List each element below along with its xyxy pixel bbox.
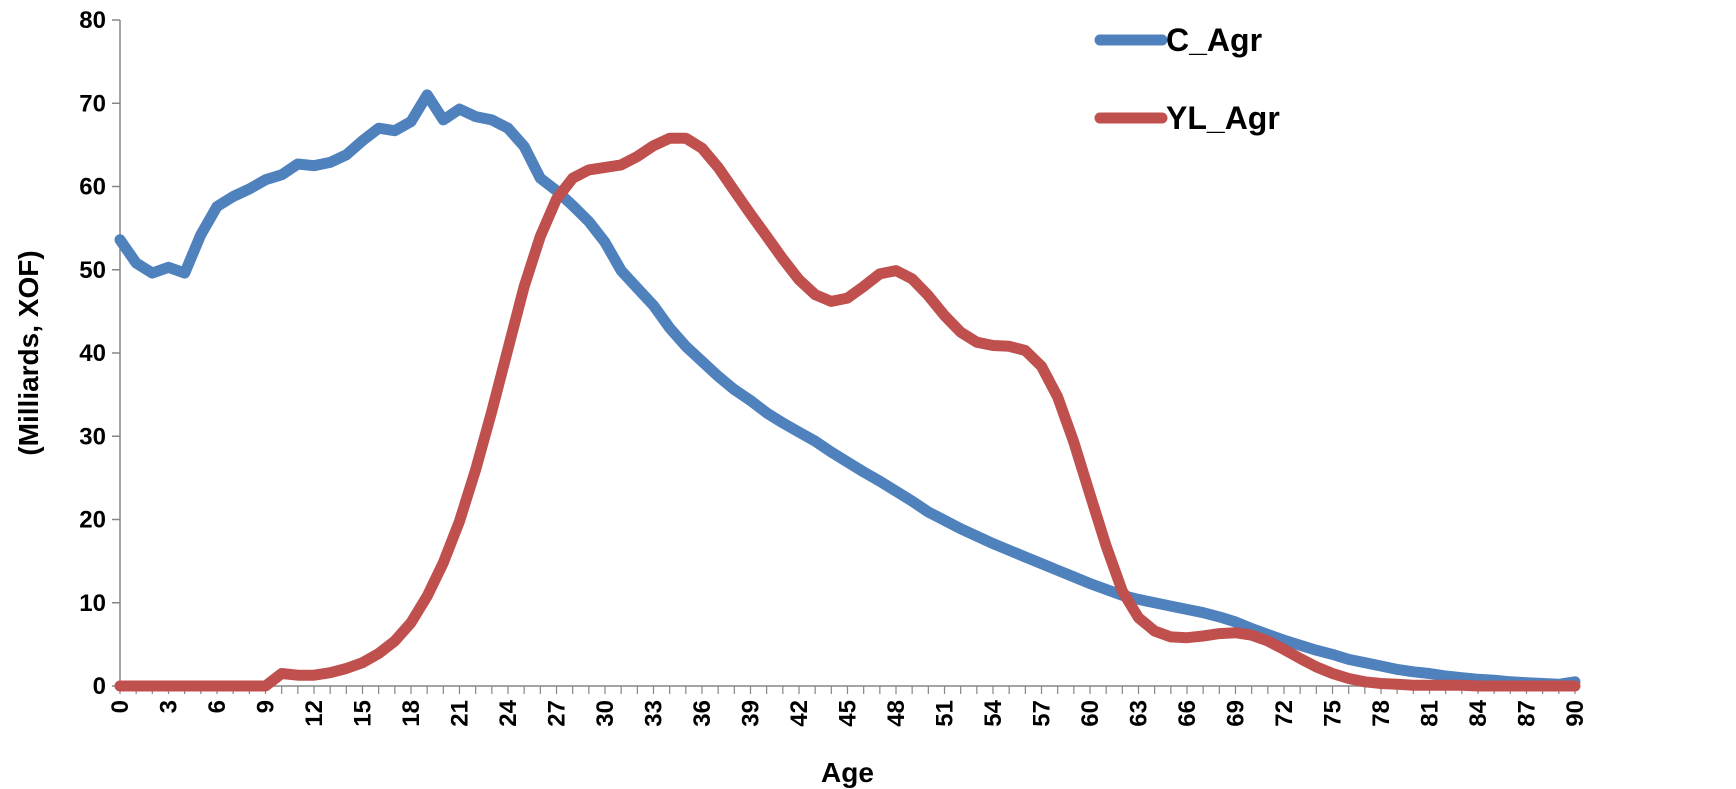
x-axis: 0 3 6 9 12 15 18 21 24 27 30 33 36 39 42 45 48 51 54 57 60 63…: [107, 685, 1589, 727]
x-tick-label: 48: [883, 700, 910, 727]
x-tick-label: 21: [447, 700, 474, 727]
x-tick-label: 81: [1417, 700, 1444, 727]
x-tick-label: 66: [1174, 700, 1201, 727]
x-tick-label: 33: [641, 700, 668, 727]
y-tick-label: 20: [79, 507, 106, 534]
y-axis-title: (Milliards, XOF): [13, 250, 44, 455]
x-tick-label: 6: [204, 700, 231, 713]
x-tick-label: 51: [932, 700, 959, 727]
x-tick-label: 63: [1126, 700, 1153, 727]
series-line-yl-agr: [114, 132, 1581, 692]
x-tick-label: 75: [1320, 700, 1347, 727]
x-tick-label: 30: [592, 700, 619, 727]
x-tick-label: 78: [1368, 700, 1395, 727]
x-tick-label: 90: [1562, 700, 1589, 727]
y-tick-label: 60: [79, 174, 106, 201]
series-lines: [114, 89, 1581, 692]
x-tick-label: 72: [1271, 700, 1298, 727]
x-tick-label: 24: [495, 699, 522, 726]
y-tick-label: 70: [79, 90, 106, 117]
y-tick-label: 0: [93, 673, 106, 700]
y-tick-label: 40: [79, 340, 106, 367]
x-tick-label: 3: [156, 700, 183, 713]
y-tick-label: 50: [79, 257, 106, 284]
x-tick-label: 27: [544, 700, 571, 727]
x-axis-title: Age: [821, 757, 874, 788]
y-axis: 0 10 20 30 40 50 60 70 80: [79, 7, 121, 700]
y-tick-label: 80: [79, 7, 106, 34]
series-line-c-agr: [114, 89, 1581, 690]
legend-label: YL_Agr: [1166, 100, 1280, 136]
x-tick-label: 12: [301, 700, 328, 727]
x-tick-label: 39: [738, 700, 765, 727]
x-tick-label: 45: [835, 700, 862, 727]
x-tick-label: 15: [350, 700, 377, 727]
legend-label: C_Agr: [1166, 22, 1262, 58]
x-tick-label: 69: [1223, 700, 1250, 727]
x-tick-label: 84: [1465, 699, 1492, 726]
x-tick-label: 60: [1077, 700, 1104, 727]
y-tick-label: 10: [79, 590, 106, 617]
x-tick-label: 42: [786, 700, 813, 727]
x-tick-label: 87: [1514, 700, 1541, 727]
legend: C_Agr YL_Agr: [1094, 22, 1280, 136]
x-tick-label: 57: [1029, 700, 1056, 727]
x-tick-label: 36: [689, 700, 716, 727]
x-tick-label: 9: [253, 700, 280, 713]
x-tick-label: 54: [980, 699, 1007, 726]
x-tick-label: 18: [398, 700, 425, 727]
y-tick-label: 30: [79, 423, 106, 450]
x-tick-label: 0: [107, 700, 134, 713]
